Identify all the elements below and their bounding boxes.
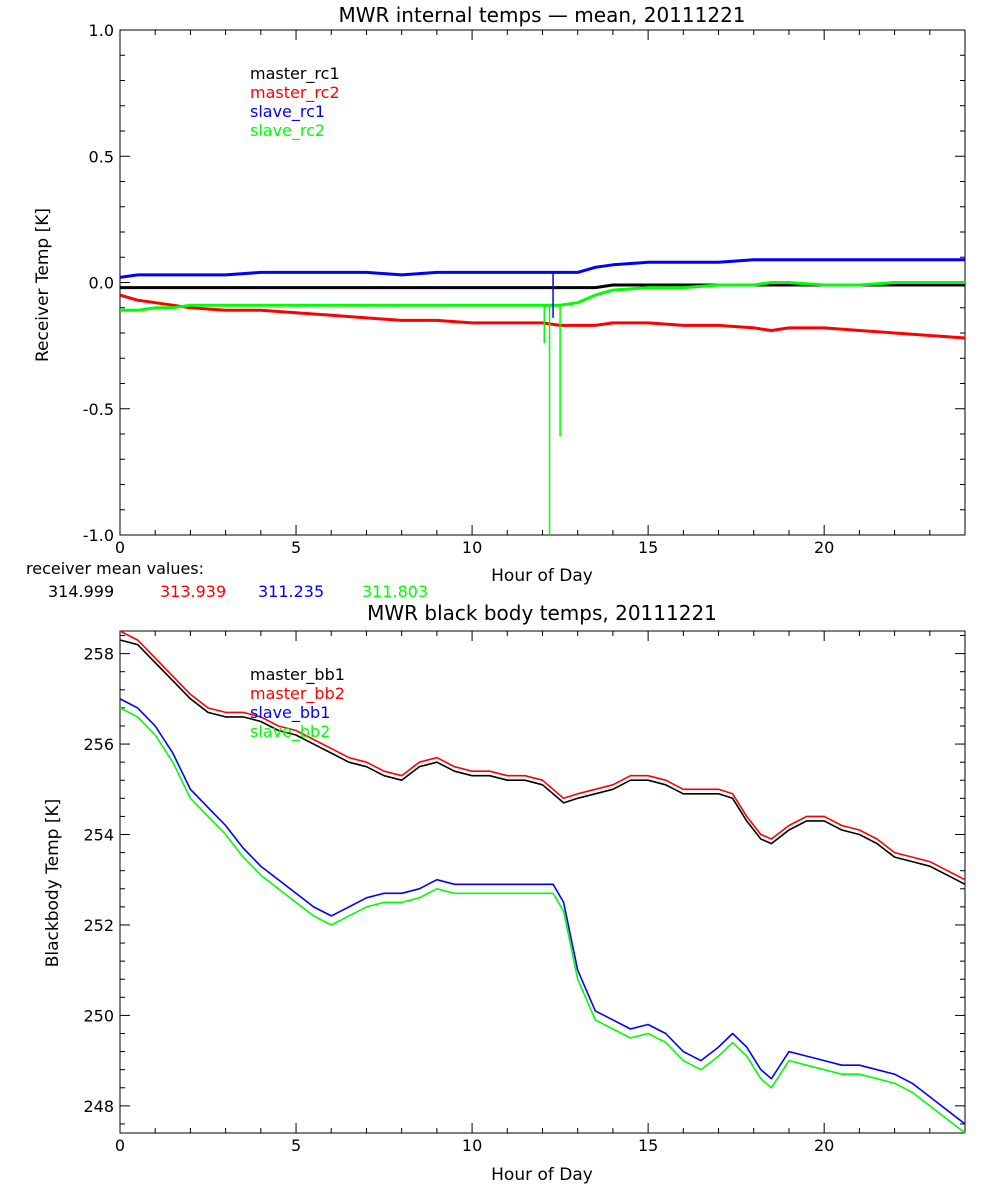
series-line-slave-rc1 — [119, 258, 965, 279]
x-tick-label: 15 — [638, 538, 658, 557]
x-tick-label: 0 — [115, 538, 125, 557]
top-chart-title: MWR internal temps — mean, 20111221 — [338, 3, 745, 27]
x-tick-label: 15 — [638, 1136, 658, 1155]
series-line-master-bb2 — [119, 630, 966, 881]
legend-entry-master-rc2: master_rc2 — [250, 83, 340, 103]
plot-frame — [119, 630, 966, 1134]
bottom-y-axis-label: Blackbody Temp [K] — [43, 799, 63, 968]
legend-entry-master-rc1: master_rc1 — [250, 64, 340, 84]
y-tick-label: 0.5 — [89, 147, 114, 166]
receiver-temp-panel: MWR internal temps — mean, 20111221 0 5 10… — [26, 3, 966, 601]
x-tick-label: 20 — [814, 1136, 834, 1155]
bottom-chart-title: MWR black body temps, 20111221 — [367, 601, 717, 625]
series-line-master-rc1 — [120, 283, 965, 290]
series-line-slave-rc2 — [120, 281, 965, 312]
x-tick-label: 5 — [291, 538, 301, 557]
bottom-x-axis-label: Hour of Day — [491, 1165, 593, 1185]
x-tick-label: 20 — [814, 538, 834, 557]
top-x-axis-label: Hour of Day — [491, 566, 593, 586]
y-tick-label: 256 — [83, 735, 114, 754]
series-line-slave-bb2 — [119, 707, 966, 1134]
mean-value-master-rc1: 314.999 — [48, 582, 114, 601]
y-tick-label: -1.0 — [83, 526, 114, 545]
y-tick-label: 250 — [83, 1006, 114, 1025]
legend-entry-slave-rc2: slave_rc2 — [250, 121, 325, 141]
legend-entry-master-bb2: master_bb2 — [250, 684, 345, 704]
bottom-plot-area: 0 5 10 15 20 248 250 252 254 256 258 master_bb1mast… — [83, 630, 966, 1155]
legend-entry-slave-rc1: slave_rc1 — [250, 102, 325, 122]
mean-value-slave-rc1: 311.235 — [258, 582, 324, 601]
y-tick-label: 248 — [83, 1097, 114, 1116]
mean-value-master-rc2: 313.939 — [160, 582, 226, 601]
top-plot-area: 0 5 10 15 20 -1.0 -0.5 0.0 0.5 1.0 master_rc1maste… — [83, 21, 966, 557]
y-tick-label: -0.5 — [83, 400, 114, 419]
x-tick-label: 10 — [462, 538, 482, 557]
plot-frame — [119, 29, 966, 536]
series-line-master-bb1 — [119, 639, 966, 886]
series-line-slave-bb1 — [119, 698, 966, 1125]
blackbody-temp-panel: MWR black body temps, 20111221 0 5 10 15 20 2… — [43, 601, 966, 1185]
y-tick-label: 258 — [83, 645, 114, 664]
mean-values-label: receiver mean values: — [26, 559, 204, 578]
legend-entry-slave-bb1: slave_bb1 — [250, 703, 330, 723]
top-y-axis-label: Receiver Temp [K] — [33, 208, 53, 362]
legend-entry-master-bb1: master_bb1 — [250, 665, 345, 685]
y-tick-label: 252 — [83, 916, 114, 935]
legend-entry-slave-bb2: slave_bb2 — [250, 722, 330, 742]
y-tick-label: 1.0 — [89, 21, 114, 40]
series-line-master-rc2 — [119, 293, 966, 340]
x-tick-label: 5 — [291, 1136, 301, 1155]
mean-value-slave-rc2: 311.803 — [362, 582, 428, 601]
y-tick-label: 254 — [83, 826, 114, 845]
x-tick-label: 10 — [462, 1136, 482, 1155]
y-tick-label: 0.0 — [89, 274, 114, 293]
x-tick-label: 0 — [115, 1136, 125, 1155]
